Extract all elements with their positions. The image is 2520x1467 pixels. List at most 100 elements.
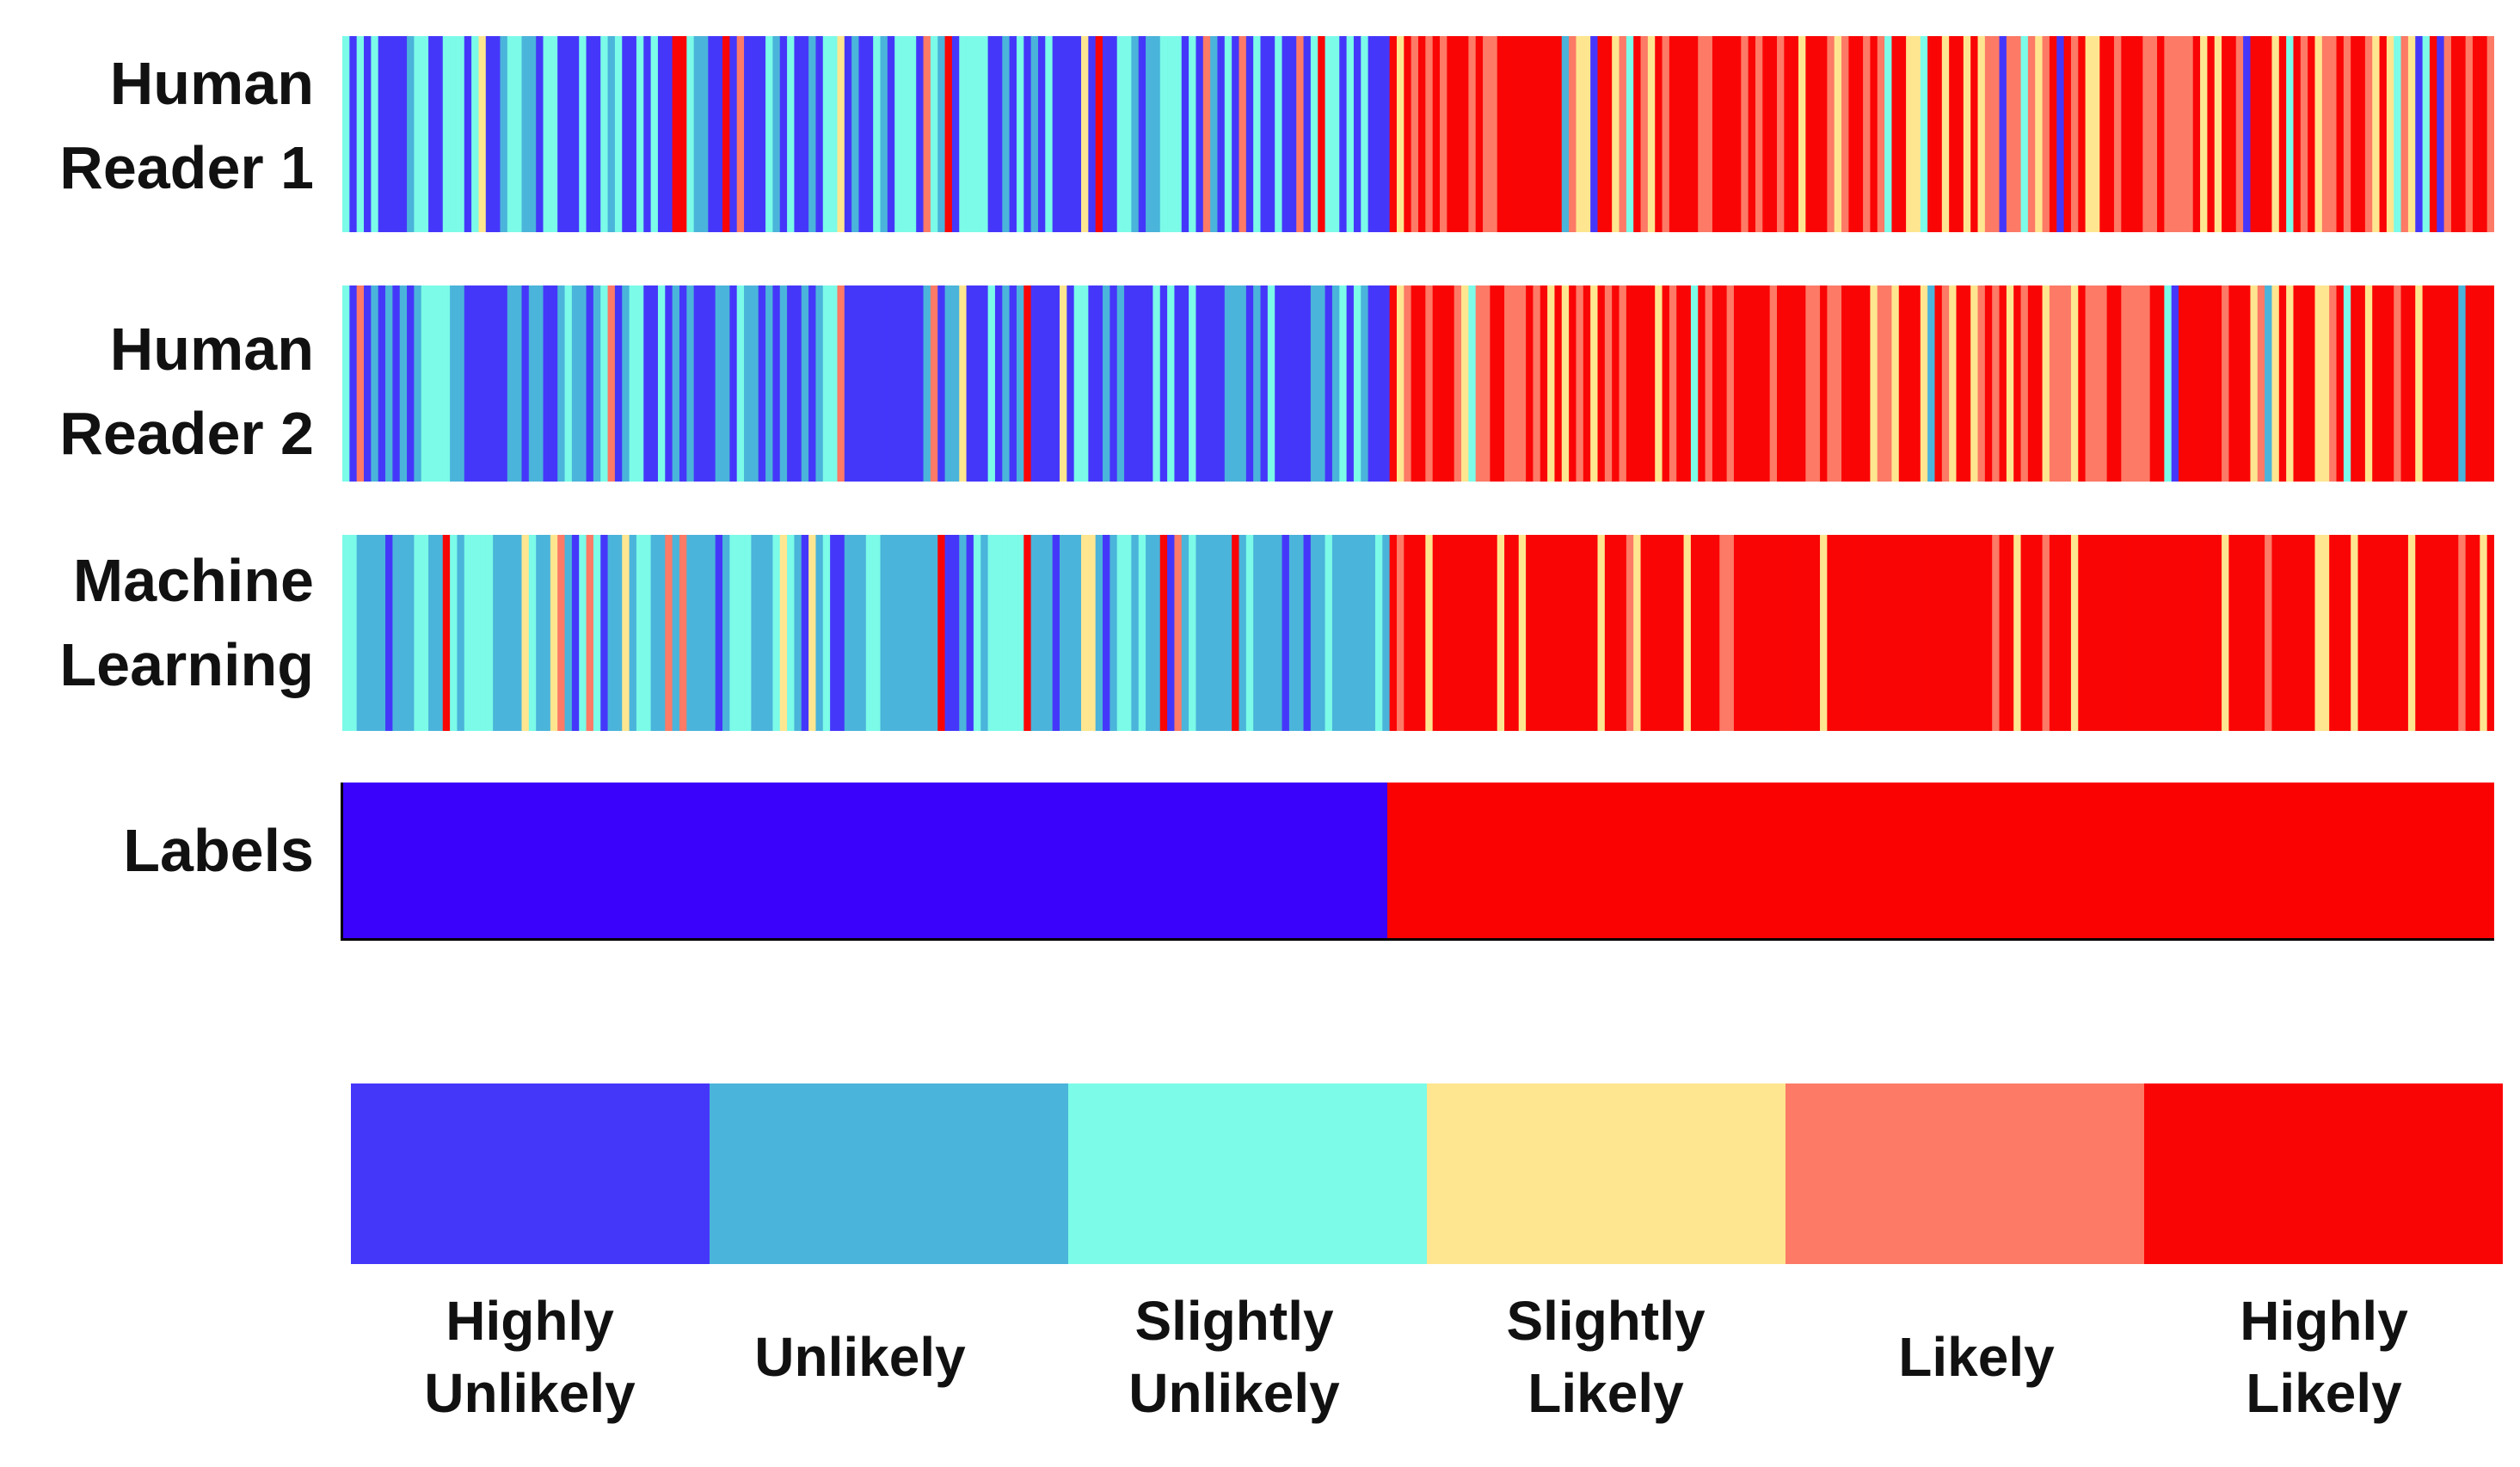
case-cell-likely: [1834, 285, 1842, 482]
case-cell-highly-likely: [1877, 535, 1885, 731]
case-cell-highly-likely: [1404, 535, 1412, 731]
case-cell-highly-likely: [1791, 36, 1799, 232]
case-cell-slightly-unlikely: [485, 535, 494, 731]
case-cell-slightly-likely: [1949, 285, 1958, 482]
labels-positive-segment: [1387, 783, 2494, 939]
case-cell-highly-unlikely: [593, 36, 601, 232]
case-cell-likely: [2020, 285, 2029, 482]
case-cell-likely: [1741, 36, 1749, 232]
case-cell-highly-likely: [1956, 36, 1964, 232]
case-cell-highly-unlikely: [665, 285, 673, 482]
case-cell-unlikely: [765, 285, 773, 482]
case-cell-likely: [2321, 36, 2330, 232]
case-cell-slightly-unlikely: [564, 285, 573, 482]
case-cell-highly-likely: [1956, 285, 1964, 482]
case-cell-highly-likely: [1511, 535, 1520, 731]
case-cell-unlikely: [1045, 535, 1054, 731]
case-cell-highly-likely: [1999, 535, 2007, 731]
case-cell-highly-unlikely: [1368, 285, 1376, 482]
legend-swatch-slightly-unlikely: [1068, 1083, 1427, 1264]
case-cell-slightly-unlikely: [593, 535, 601, 731]
case-cell-highly-likely: [1741, 535, 1749, 731]
case-cell-highly-likely: [2300, 285, 2308, 482]
case-cell-highly-unlikely: [894, 285, 903, 482]
case-cell-slightly-likely: [2407, 36, 2416, 232]
case-cell-highly-likely: [2192, 535, 2201, 731]
case-cell-slightly-unlikely: [414, 36, 422, 232]
case-cell-slightly-unlikely: [1325, 36, 1333, 232]
case-cell-unlikely: [722, 285, 730, 482]
case-cell-highly-unlikely: [1174, 285, 1183, 482]
case-cell-highly-likely: [2228, 285, 2237, 482]
case-cell-highly-unlikely: [887, 285, 895, 482]
case-cell-likely: [1619, 36, 1627, 232]
case-cell-highly-unlikely: [1052, 36, 1060, 232]
case-cell-unlikely: [1288, 535, 1297, 731]
case-cell-highly-likely: [1733, 36, 1742, 232]
case-cell-highly-unlikely: [715, 535, 723, 731]
case-cell-unlikely: [794, 535, 802, 731]
case-cell-highly-likely: [2128, 36, 2136, 232]
case-cell-highly-unlikely: [1368, 36, 1376, 232]
case-cell-highly-unlikely: [364, 285, 372, 482]
case-cell-highly-unlikely: [729, 36, 738, 232]
case-cell-highly-likely: [1490, 285, 1498, 482]
case-cell-slightly-unlikely: [987, 535, 996, 731]
case-cell-highly-unlikely: [1066, 36, 1075, 232]
case-cell-highly-likely: [2020, 535, 2029, 731]
case-cell-highly-likely: [1518, 36, 1527, 232]
case-cell-slightly-unlikely: [550, 36, 558, 232]
case-cell-highly-likely: [2243, 535, 2252, 731]
case-cell-highly-unlikely: [887, 36, 895, 232]
case-cell-highly-unlikely: [880, 285, 888, 482]
row-label-machine-learning: Machine Learning: [0, 538, 314, 707]
case-cell-unlikely: [435, 535, 444, 731]
case-cell-highly-likely: [1977, 535, 1986, 731]
case-cell-slightly-likely: [1497, 535, 1505, 731]
case-cell-likely: [2179, 36, 2186, 232]
case-cell-highly-likely: [2293, 535, 2302, 731]
case-cell-slightly-likely: [2085, 36, 2093, 232]
case-cell-highly-unlikely: [392, 285, 401, 482]
case-cell-unlikely: [1296, 535, 1305, 731]
case-cell-unlikely: [392, 535, 401, 731]
case-cell-highly-unlikely: [794, 36, 802, 232]
case-cell-highly-likely: [1504, 535, 1513, 731]
case-cell-slightly-unlikely: [822, 36, 831, 232]
case-cell-likely: [2329, 36, 2338, 232]
case-cell-highly-unlikely: [364, 36, 372, 232]
case-cell-likely: [1511, 285, 1520, 482]
case-cell-highly-likely: [1023, 285, 1032, 482]
case-cell-slightly-unlikely: [908, 36, 917, 232]
case-cell-slightly-likely: [1081, 535, 1089, 731]
case-cell-highly-unlikely: [873, 285, 882, 482]
case-cell-unlikely: [1260, 535, 1269, 731]
case-cell-unlikely: [880, 36, 888, 232]
case-cell-highly-unlikely: [1382, 285, 1391, 482]
case-cell-highly-likely: [2278, 36, 2287, 232]
case-cell-slightly-unlikely: [1116, 36, 1125, 232]
case-cell-highly-likely: [1454, 535, 1462, 731]
case-cell-highly-unlikely: [1245, 285, 1254, 482]
case-cell-highly-unlikely: [1217, 285, 1226, 482]
case-cell-highly-unlikely: [1202, 285, 1211, 482]
row-label-line1: Machine: [72, 547, 314, 614]
case-cell-highly-likely: [1984, 285, 1993, 482]
case-cell-slightly-unlikely: [356, 36, 365, 232]
case-cell-highly-likely: [1820, 285, 1828, 482]
case-cell-unlikely: [1382, 535, 1391, 731]
case-cell-unlikely: [1202, 535, 1211, 731]
case-cell-likely: [1863, 36, 1872, 232]
case-cell-slightly-unlikely: [1138, 535, 1146, 731]
case-cell-highly-likely: [2106, 36, 2115, 232]
case-cell-highly-likely: [2386, 285, 2394, 482]
case-cell-highly-likely: [1820, 36, 1828, 232]
case-cell-highly-likely: [1676, 535, 1685, 731]
case-cell-slightly-unlikely: [614, 36, 623, 232]
case-cell-highly-likely: [2293, 36, 2302, 232]
case-cell-likely: [2128, 285, 2136, 482]
case-cell-highly-likely: [2257, 535, 2265, 731]
case-cell-highly-likely: [1748, 535, 1756, 731]
case-cell-slightly-likely: [808, 535, 817, 731]
case-cell-slightly-likely: [779, 535, 788, 731]
